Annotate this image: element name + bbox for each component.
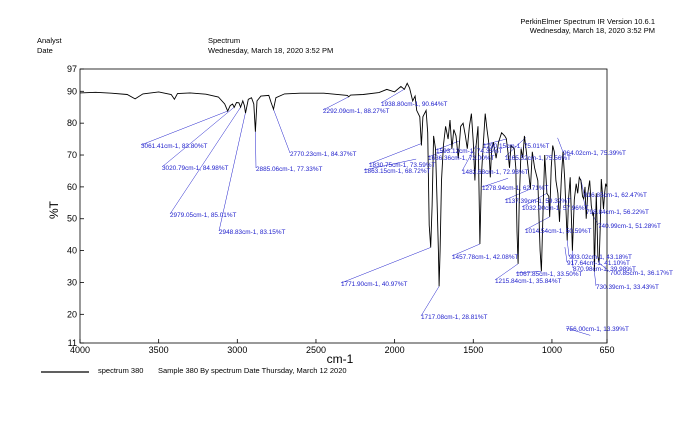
peak-annotation-label: 1771.90cm-1, 40.97%T <box>341 281 408 288</box>
annotation-leader <box>482 138 507 146</box>
annotation-leader <box>494 263 519 281</box>
y-tick-label: 40 <box>67 246 77 256</box>
peak-annotation-label: 1830.75cm-1, 73.59%T <box>369 162 436 169</box>
peak-annotation-label: 730.39cm-1, 33.43%T <box>596 284 659 291</box>
x-tick-label: 3500 <box>149 345 169 355</box>
annotation-leader-lines <box>140 89 611 336</box>
peak-annotation-label: 1032.90cm-1, 57.96%T <box>522 205 589 212</box>
annotation-leader <box>571 250 574 269</box>
annotation-leader <box>161 107 235 168</box>
legend-description: Sample 380 By spectrum Date Thursday, Ma… <box>158 366 347 375</box>
x-tick-label: 1500 <box>463 345 483 355</box>
peak-annotation-label: 1863.15cm-1, 68.72%T <box>364 168 431 175</box>
x-tick-label: 1000 <box>542 345 562 355</box>
y-tick-label: 80 <box>67 118 77 128</box>
peak-annotation-label: 2292.09cm-1, 88.27%T <box>323 108 390 115</box>
y-axis-title: %T <box>47 200 61 219</box>
peak-annotation-label: 2948.83cm-1, 83.15%T <box>219 229 286 236</box>
y-tick-label: 11 <box>68 338 77 348</box>
annotation-leader <box>435 140 459 151</box>
peak-annotation-label: 798.84cm-1, 56.22%T <box>586 209 649 216</box>
peak-annotation-label: 3061.41cm-1, 83.80%T <box>141 143 208 150</box>
peak-annotation-label: 2885.06cm-1, 77.33%T <box>256 166 323 173</box>
peak-annotation-label: 1215.84cm-1, 35.84%T <box>495 278 562 285</box>
annotation-leader <box>427 148 452 158</box>
peak-annotation-label: 756.00cm-1, 13.39%T <box>566 326 629 333</box>
y-tick-label: 50 <box>67 214 77 224</box>
peak-annotation-label: 870.98cm-1, 39.98%T <box>573 266 636 273</box>
peak-annotation-label: 1717.08cm-1, 28.81%T <box>421 314 488 321</box>
x-tick-label: 3000 <box>227 345 247 355</box>
annotation-leader <box>515 271 542 274</box>
y-tick-label: 70 <box>67 150 77 160</box>
y-tick-label: 97 <box>67 64 77 74</box>
x-axis-ticks: 4000 3500 3000 2500 2000 1500 1000 650 <box>70 339 615 355</box>
y-tick-label: 20 <box>67 309 77 319</box>
annotation-leader <box>363 158 417 171</box>
annotation-leader <box>564 247 568 263</box>
annotation-leader <box>451 243 481 257</box>
legend-series-label: spectrum 380 <box>98 366 144 375</box>
annotation-leader <box>598 262 611 273</box>
spectrum-trace <box>79 82 608 287</box>
annotation-leader <box>521 193 547 208</box>
peak-annotation-label: 917.64cm-1, 41.10%T <box>567 260 630 267</box>
software-date: Wednesday, March 18, 2020 3:52 PM <box>529 26 655 35</box>
annotation-leader <box>322 96 349 111</box>
peak-annotation-label: 1290.15cm-1, 75.01%T <box>483 143 550 150</box>
peak-annotation-label: 700.85cm-1, 36.17%T <box>610 270 673 277</box>
legend-line-swatch <box>41 371 89 373</box>
peak-annotation-label: 903.02cm-1, 43.18%T <box>569 254 632 261</box>
x-axis-title: cm-1 <box>327 352 354 366</box>
plot-frame <box>79 68 608 344</box>
spectrum-label: Spectrum <box>208 36 241 45</box>
x-tick-label: 650 <box>599 345 614 355</box>
peak-annotation-label: 1014.54cm-1, 50.59%T <box>525 228 592 235</box>
x-tick-label: 2000 <box>385 345 405 355</box>
annotation-leader <box>218 113 246 232</box>
peak-annotation-label: 964.02cm-1, 75.39%T <box>563 150 626 157</box>
annotation-leader <box>420 286 440 317</box>
x-tick-label: 2500 <box>306 345 326 355</box>
peak-annotation-label: 1137.39cm-1, 59.32%T <box>505 198 571 205</box>
peak-annotation-label: 1165.52cm-1, 75.56%T <box>505 155 571 162</box>
annotation-leader <box>504 188 531 201</box>
peak-annotation-label: 3020.79cm-1, 84.98%T <box>162 165 229 172</box>
spectrum-date: Wednesday, March 18, 2020 3:52 PM <box>208 46 334 55</box>
peak-annotation-label: 1636.36cm-1, 72.00%T <box>428 155 495 162</box>
peak-annotation-label: 2979.05cm-1, 85.01%T <box>170 212 237 219</box>
annotation-leader <box>565 327 591 336</box>
annotation-leader <box>380 89 405 104</box>
annotation-leader <box>140 110 228 146</box>
x-tick-label: 4000 <box>70 345 90 355</box>
peak-annotation-label: 816.85cm-1, 62.47%T <box>584 192 647 199</box>
annotation-leader <box>255 131 257 169</box>
annotation-leader <box>524 216 550 231</box>
peak-annotation-label: 1482.68cm-1, 72.98%T <box>462 169 529 176</box>
annotation-leader <box>273 109 291 154</box>
annotation-leader <box>340 247 431 284</box>
y-axis-ticks: 11 20 30 40 50 60 70 80 90 97 <box>67 64 84 348</box>
peak-annotation-label: 740.99cm-1, 51.28%T <box>598 223 661 230</box>
annotation-leader <box>169 107 241 215</box>
y-tick-label: 60 <box>67 182 77 192</box>
annotation-leader <box>481 178 509 188</box>
software-version: PerkinElmer Spectrum IR Version 10.6.1 <box>520 17 655 26</box>
annotation-leader <box>594 271 597 287</box>
peak-annotation-label: 1457.78cm-1, 42.08%T <box>452 254 519 261</box>
date-label: Date <box>37 46 53 55</box>
peak-annotation-label: 1593.12cm-1, 74.35%T <box>436 148 503 155</box>
peak-annotation-label: 1067.85cm-1, 33.50%T <box>516 271 583 278</box>
peak-annotation-label: 1278.94cm-1, 62.71%T <box>482 185 549 192</box>
y-tick-label: 30 <box>67 277 77 287</box>
annotation-leader <box>368 143 422 165</box>
peak-annotation-label: 1938.80cm-1, 90.64%T <box>381 101 448 108</box>
annotation-leader <box>557 137 564 153</box>
analyst-label: Analyst <box>37 36 62 45</box>
peak-annotations: 3061.41cm-1, 83.80%T 3020.79cm-1, 84.98%T… <box>141 101 673 333</box>
y-tick-label: 90 <box>67 86 77 96</box>
peak-annotation-label: 2770.23cm-1, 84.37%T <box>290 151 357 158</box>
annotation-leader <box>566 240 570 257</box>
